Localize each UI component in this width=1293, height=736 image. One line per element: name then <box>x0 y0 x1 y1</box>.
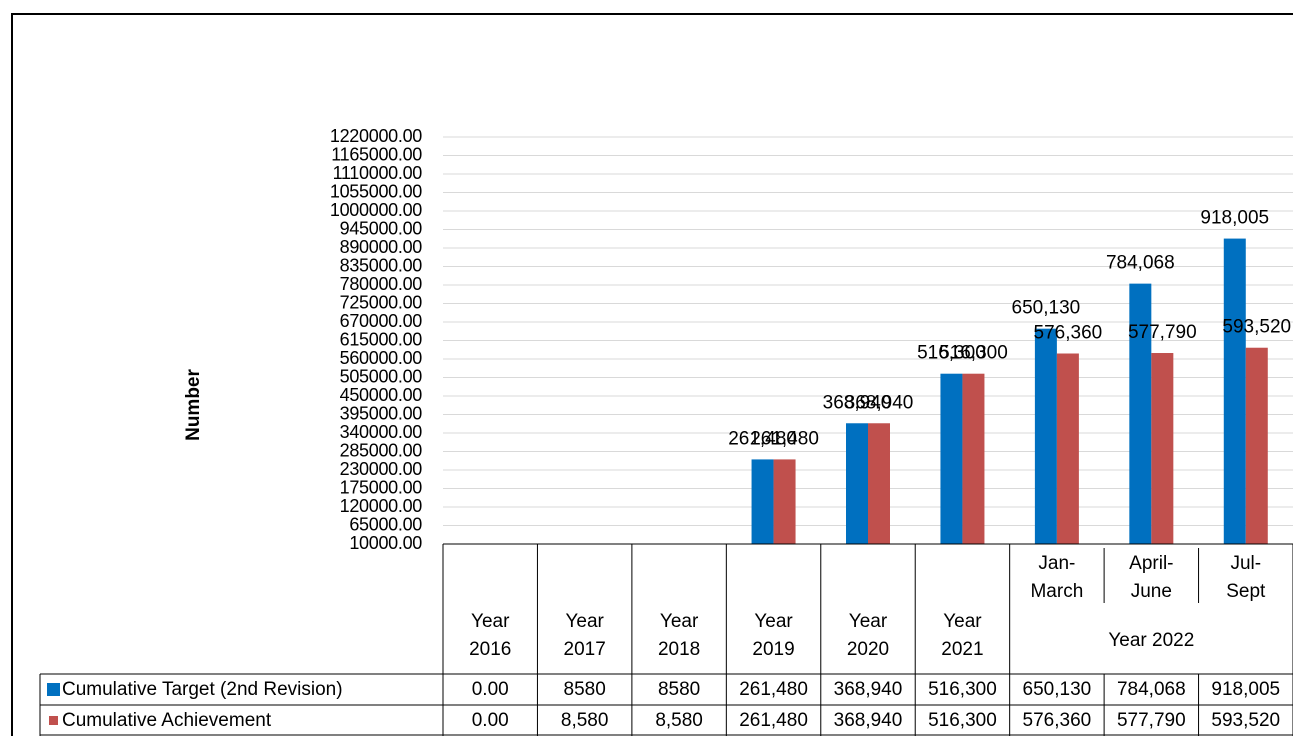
table-value: 516,300 <box>928 678 997 700</box>
y-tick-label: 780000.00 <box>340 274 423 294</box>
bars <box>468 238 1268 547</box>
y-tick-label: 285000.00 <box>340 440 423 460</box>
legend-key <box>47 683 60 696</box>
y-axis-title: Number <box>183 369 204 441</box>
table-value: 261,480 <box>739 709 808 731</box>
data-label: 261,480 <box>728 428 797 449</box>
table-value: 368,940 <box>833 709 903 731</box>
data-label: 650,130 <box>1012 298 1081 319</box>
bar <box>490 544 512 547</box>
bar <box>846 423 868 544</box>
table-value: 516,300 <box>928 709 997 731</box>
data-label: 261,480 <box>750 428 819 449</box>
data-label: 577,790 <box>1128 322 1197 343</box>
y-tick-label: 890000.00 <box>340 237 423 257</box>
y-tick-label: 505000.00 <box>340 366 423 386</box>
y-tick-label: 1110000.00 <box>333 163 423 183</box>
bar <box>1056 353 1079 544</box>
x-tick-label: April-June <box>1129 552 1174 602</box>
table-value: 368,940 <box>833 678 903 700</box>
legend-label: Cumulative Target (2nd Revision) <box>62 678 343 700</box>
table-value: 577,790 <box>1116 709 1186 731</box>
data-label: 368,940 <box>845 392 914 413</box>
y-tick-label: 725000.00 <box>340 292 423 312</box>
data-label: 516,300 <box>917 343 986 364</box>
x-tick-label: Jul-Sept <box>1226 552 1266 602</box>
data-label: 784,068 <box>1106 253 1175 274</box>
legend-key <box>49 716 58 725</box>
bar <box>1245 347 1268 544</box>
data-label: 918,005 <box>1200 208 1269 229</box>
data-label: 576,360 <box>1034 323 1103 344</box>
table-value: 261,480 <box>739 678 808 700</box>
y-tick-label: 1165000.00 <box>331 144 422 164</box>
table-value: 8580 <box>563 678 606 700</box>
x-tick-label: Year 2021 <box>941 611 984 660</box>
bar <box>868 423 890 544</box>
bar <box>468 544 490 547</box>
bar <box>773 459 796 544</box>
y-tick-label: 10000.00 <box>349 533 422 553</box>
table-value: 593,520 <box>1211 709 1281 731</box>
table-value: 650,130 <box>1022 678 1092 700</box>
table-value: 8,580 <box>560 709 609 731</box>
table-value: 0.00 <box>471 709 509 731</box>
x-tick-label: Year 2016 <box>469 611 512 660</box>
table-value: 576,360 <box>1022 709 1092 731</box>
legend-label: Cumulative Achievement <box>62 709 272 731</box>
y-tick-label: 945000.00 <box>340 218 423 238</box>
table-value: 784,068 <box>1116 678 1186 700</box>
y-tick-label: 450000.00 <box>340 385 423 405</box>
category-group-label: Year 2022 <box>1108 629 1195 651</box>
bar <box>1034 328 1057 544</box>
table-value: 0.00 <box>471 678 509 700</box>
table-value: 8,580 <box>655 709 703 731</box>
y-tick-label: 835000.00 <box>340 255 423 275</box>
bar <box>1151 353 1174 544</box>
chart-frame <box>11 13 1293 736</box>
x-tick-label: Year 2019 <box>752 611 795 660</box>
y-tick-label: 120000.00 <box>340 496 423 516</box>
bar <box>751 459 774 544</box>
x-tick-label: Jan-March <box>1030 552 1084 602</box>
y-tick-label: 230000.00 <box>340 459 423 479</box>
table-value: 918,005 <box>1211 678 1281 700</box>
x-tick-label: Year 2018 <box>657 611 701 660</box>
y-tick-label: 615000.00 <box>340 329 423 349</box>
y-tick-label: 1000000.00 <box>330 200 422 220</box>
y-tick-label: 560000.00 <box>340 348 423 368</box>
data-label: 516,300 <box>939 343 1008 364</box>
x-tick-label: Year 2017 <box>563 611 606 660</box>
data-label: 593,520 <box>1222 317 1291 338</box>
y-tick-label: 65000.00 <box>349 514 422 534</box>
bar <box>1129 283 1152 544</box>
x-tick-label: Year 2020 <box>846 611 890 660</box>
y-tick-label: 395000.00 <box>340 403 423 423</box>
y-tick-label: 340000.00 <box>340 422 423 442</box>
bar <box>940 373 963 544</box>
y-tick-label: 1220000.00 <box>330 126 422 146</box>
y-tick-label: 175000.00 <box>340 477 423 497</box>
bar <box>1223 238 1246 544</box>
y-tick-label: 1055000.00 <box>330 181 422 201</box>
table-value: 8580 <box>657 678 701 700</box>
data-label: 368,940 <box>823 392 892 413</box>
bar <box>962 373 985 544</box>
y-tick-label: 670000.00 <box>340 311 423 331</box>
